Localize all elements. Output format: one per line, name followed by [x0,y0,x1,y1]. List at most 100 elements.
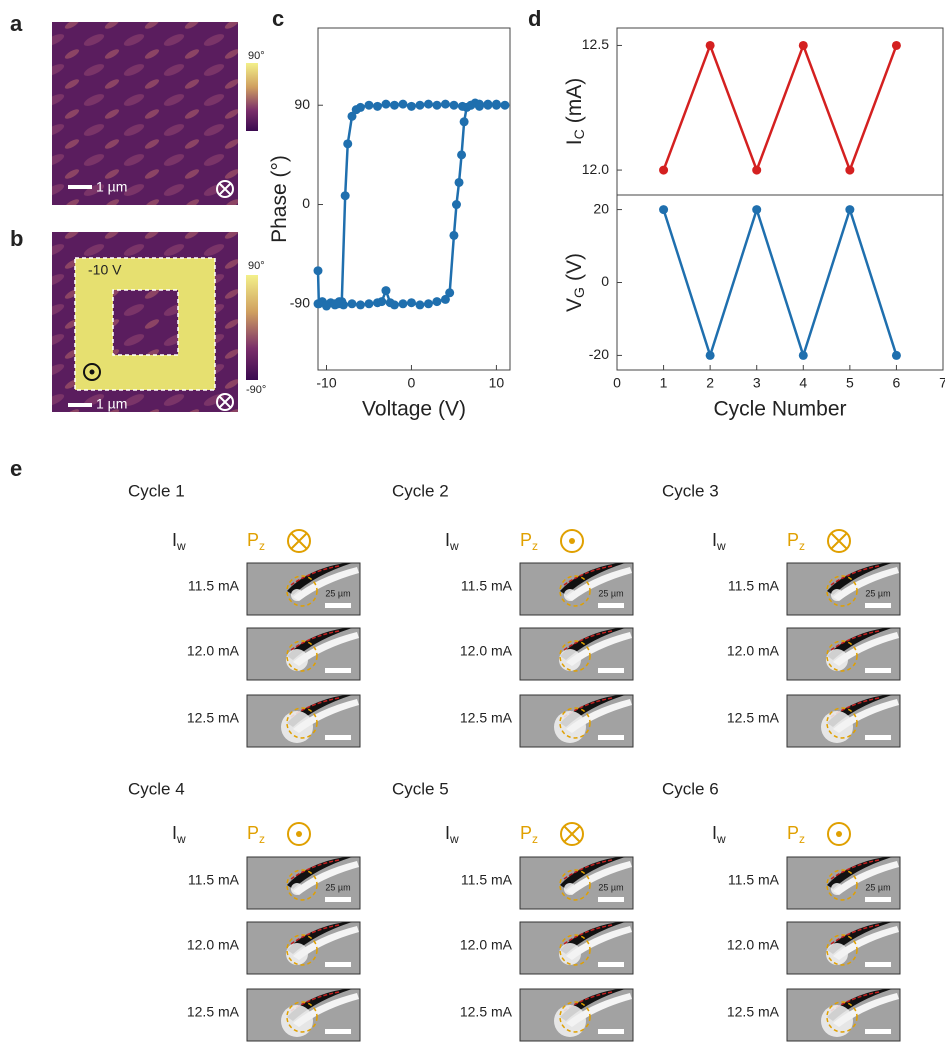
domain [826,649,848,671]
polarization-symbol: P [247,823,259,843]
data-point [449,231,458,240]
cycle-title: Cycle 2 [392,481,449,500]
data-point [432,297,441,306]
data-point [799,41,808,50]
y-tick-label: 12.5 [582,36,609,52]
data-point [706,351,715,360]
data-point [415,101,424,110]
data-line [664,45,897,170]
data-point [845,205,854,214]
y-tick-label: -20 [589,346,609,362]
symbol-cross [832,534,847,549]
scale-label: 25 µm [598,588,623,598]
data-point [457,150,466,159]
x-tick-label: 0 [408,375,416,391]
data-point [441,100,450,109]
y-tick-label: 12.0 [582,161,609,177]
y-tick-label: -90 [290,295,310,311]
data-point [356,300,365,309]
polarization-sub: z [799,832,805,846]
data-point [407,102,416,111]
data-point [364,299,373,308]
colorbar-label: 90° [248,50,265,62]
polarization-header: Pz [520,530,538,553]
symbol-dot [836,831,842,837]
current-header: Iw [445,530,459,553]
domain [286,649,308,671]
data-point [347,299,356,308]
cycle-title: Cycle 4 [128,779,185,798]
current-label: 12.0 mA [727,937,780,953]
polarization-sub: z [799,539,805,553]
domain [564,589,576,601]
polarization-symbol: P [787,823,799,843]
polarization-header: Pz [787,530,805,553]
cycle-title: Cycle 1 [128,481,185,500]
current-label: 12.5 mA [727,1004,780,1020]
data-point [449,101,458,110]
scale-label: 25 µm [598,882,623,892]
current-sub: w [176,832,186,846]
symbol-dot [296,831,302,837]
current-label: 12.0 mA [460,937,513,953]
colorbar-label: 90° [248,260,265,272]
current-header: Iw [172,823,186,846]
x-tick-label: -10 [316,375,336,391]
current-label: 12.5 mA [460,1004,513,1020]
data-point [752,205,761,214]
domain [281,711,313,743]
into-symbol [288,530,310,552]
x-tick-label: 1 [660,375,668,391]
kerr-image [247,922,360,974]
scale-bar [598,668,624,673]
scale-bar [325,1029,351,1034]
kerr-image [520,989,633,1041]
figure: a 1 µm 90° b -10 V 1 µm 90° -90° e c-900… [0,0,945,1059]
scale-label: 25 µm [865,588,890,598]
scale-bar [865,897,891,902]
data-point [398,299,407,308]
current-sub: w [449,539,459,553]
domain [821,711,853,743]
cycle-title: Cycle 6 [662,779,719,798]
y-axis-label: Phase (°) [268,155,291,243]
domain [286,943,308,965]
polarization-symbol: P [520,823,532,843]
domain [826,943,848,965]
scale-bar [865,668,891,673]
symbol-cross [565,827,580,842]
kerr-image [247,628,360,680]
current-label: 11.5 mA [188,578,240,594]
voltage-label: -10 V [88,262,122,278]
data-point [892,41,901,50]
data-point [460,117,469,126]
domain [821,1005,853,1037]
scale-bar [598,1029,624,1034]
into-symbol [828,530,850,552]
data-point [455,178,464,187]
data-point [845,166,854,175]
x-axis-label: Voltage (V) [362,398,466,421]
x-tick-label: 10 [489,375,505,391]
current-label: 11.5 mA [728,872,780,888]
current-label: 12.5 mA [187,710,240,726]
data-point [314,266,323,275]
data-point [373,102,382,111]
kerr-image [520,695,633,747]
data-point [377,297,386,306]
x-tick-label: 3 [753,375,761,391]
data-point [407,298,416,307]
y-label-sub: G [571,287,587,298]
scale-bar [865,603,891,608]
scale-label: 25 µm [865,882,890,892]
current-header: Iw [712,530,726,553]
polarization-sub: z [259,539,265,553]
data-point [424,299,433,308]
data-point [659,166,668,175]
current-label: 11.5 mA [461,872,513,888]
scale-bar [865,735,891,740]
current-label: 11.5 mA [728,578,780,594]
y-tick-label: 20 [593,200,609,216]
kerr-image [787,695,900,747]
data-point [483,101,492,110]
